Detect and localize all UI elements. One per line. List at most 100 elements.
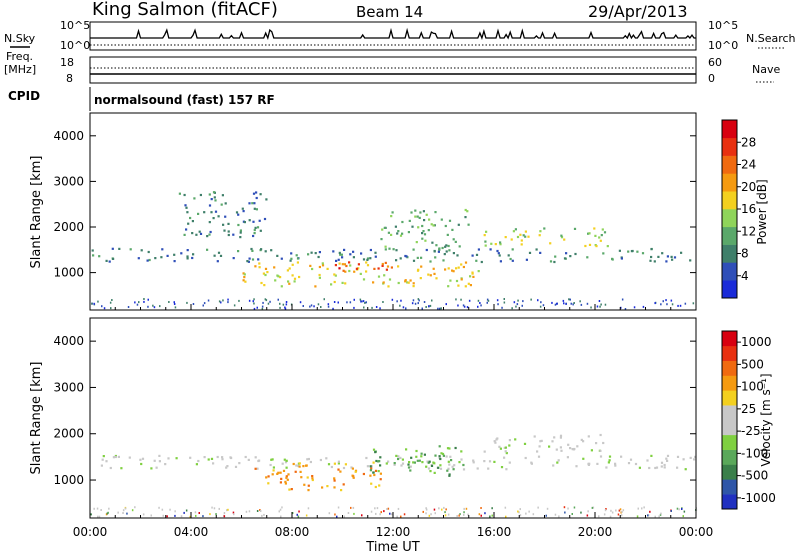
data-cell	[117, 455, 120, 458]
data-cell	[382, 281, 385, 284]
data-cell	[434, 512, 436, 515]
data-cell	[467, 513, 469, 516]
data-cell	[423, 453, 426, 456]
data-cell	[174, 510, 176, 513]
data-cell	[665, 457, 668, 460]
data-cell	[284, 461, 288, 464]
data-cell	[447, 513, 450, 516]
data-cell	[206, 235, 209, 238]
data-cell	[524, 235, 527, 238]
data-cell	[280, 515, 282, 518]
data-cell	[660, 461, 664, 464]
data-cell	[271, 458, 274, 461]
data-cell	[267, 302, 270, 305]
data-cell	[129, 248, 132, 251]
data-cell	[642, 305, 645, 308]
data-cell	[427, 229, 430, 232]
nave-label: Nave	[752, 63, 780, 76]
data-cell	[227, 301, 229, 304]
data-cell	[239, 236, 242, 239]
data-cell	[439, 464, 442, 467]
y-tick-label: 3000	[53, 380, 84, 394]
data-cell	[650, 255, 653, 259]
data-cell	[221, 456, 224, 459]
data-cell	[371, 306, 373, 309]
data-cell	[659, 513, 662, 516]
data-cell	[97, 300, 99, 303]
freq-label-1: Freq.	[6, 50, 33, 63]
data-cell	[497, 303, 499, 306]
y-tick-label: 4000	[53, 334, 84, 348]
data-cell	[267, 482, 270, 485]
data-cell	[321, 264, 325, 267]
data-cell	[390, 266, 393, 269]
data-cell	[554, 303, 557, 306]
data-cell	[400, 464, 403, 467]
data-cell	[307, 507, 310, 510]
colorbar-tick-label: 16	[741, 202, 756, 216]
x-tick-label: 00:00	[73, 525, 108, 539]
data-cell	[440, 218, 443, 221]
data-cell	[462, 468, 466, 471]
data-cell	[448, 473, 451, 476]
data-cell	[533, 435, 536, 438]
data-cell	[521, 304, 523, 307]
data-cell	[352, 506, 355, 509]
data-cell	[520, 239, 523, 242]
data-cell	[446, 447, 450, 450]
data-cell	[310, 251, 313, 254]
data-cell	[383, 510, 385, 513]
data-cell	[390, 215, 393, 218]
data-cell	[363, 306, 365, 309]
data-cell	[611, 257, 614, 260]
data-cell	[457, 304, 459, 307]
data-cell	[111, 247, 114, 250]
data-cell	[422, 230, 425, 233]
colorbar-cell	[722, 191, 737, 210]
colorbar-cell	[722, 226, 737, 245]
data-cell	[594, 234, 597, 237]
data-cell	[330, 465, 333, 469]
data-cell	[223, 515, 226, 518]
data-cell	[334, 513, 336, 516]
data-cell	[191, 220, 194, 223]
data-cell	[447, 467, 450, 470]
data-cell	[428, 305, 430, 308]
data-cell	[445, 303, 447, 306]
data-cell	[460, 450, 463, 453]
data-cell	[259, 509, 261, 511]
data-cell	[337, 460, 340, 463]
data-cell	[396, 300, 398, 303]
data-cell	[248, 299, 251, 302]
data-cell	[333, 477, 336, 480]
data-cell	[410, 211, 413, 214]
data-cell	[168, 301, 170, 303]
data-cell	[101, 458, 104, 461]
data-cell	[365, 261, 368, 264]
data-cell	[227, 222, 230, 225]
data-cell	[409, 465, 412, 468]
data-cell	[670, 510, 672, 512]
data-cell	[246, 260, 249, 263]
data-cell	[554, 513, 557, 516]
data-cell	[212, 217, 215, 220]
data-cell	[484, 240, 487, 243]
data-cell	[416, 269, 420, 272]
data-cell	[464, 216, 467, 219]
power-ylabel: Slant Range [km]	[29, 156, 44, 269]
data-cell	[150, 514, 152, 517]
data-cell	[383, 274, 386, 277]
data-cell	[271, 473, 274, 476]
data-cell	[442, 454, 445, 457]
data-cell	[519, 233, 522, 236]
data-cell	[327, 303, 330, 306]
data-cell	[297, 515, 300, 518]
data-cell	[676, 455, 680, 458]
data-cell	[445, 244, 448, 247]
data-cell	[401, 232, 404, 235]
data-cell	[261, 305, 264, 308]
data-cell	[467, 282, 470, 285]
data-cell	[342, 466, 346, 470]
noise-tick-bottom-right: 10^0	[708, 39, 738, 52]
data-cell	[332, 250, 335, 253]
